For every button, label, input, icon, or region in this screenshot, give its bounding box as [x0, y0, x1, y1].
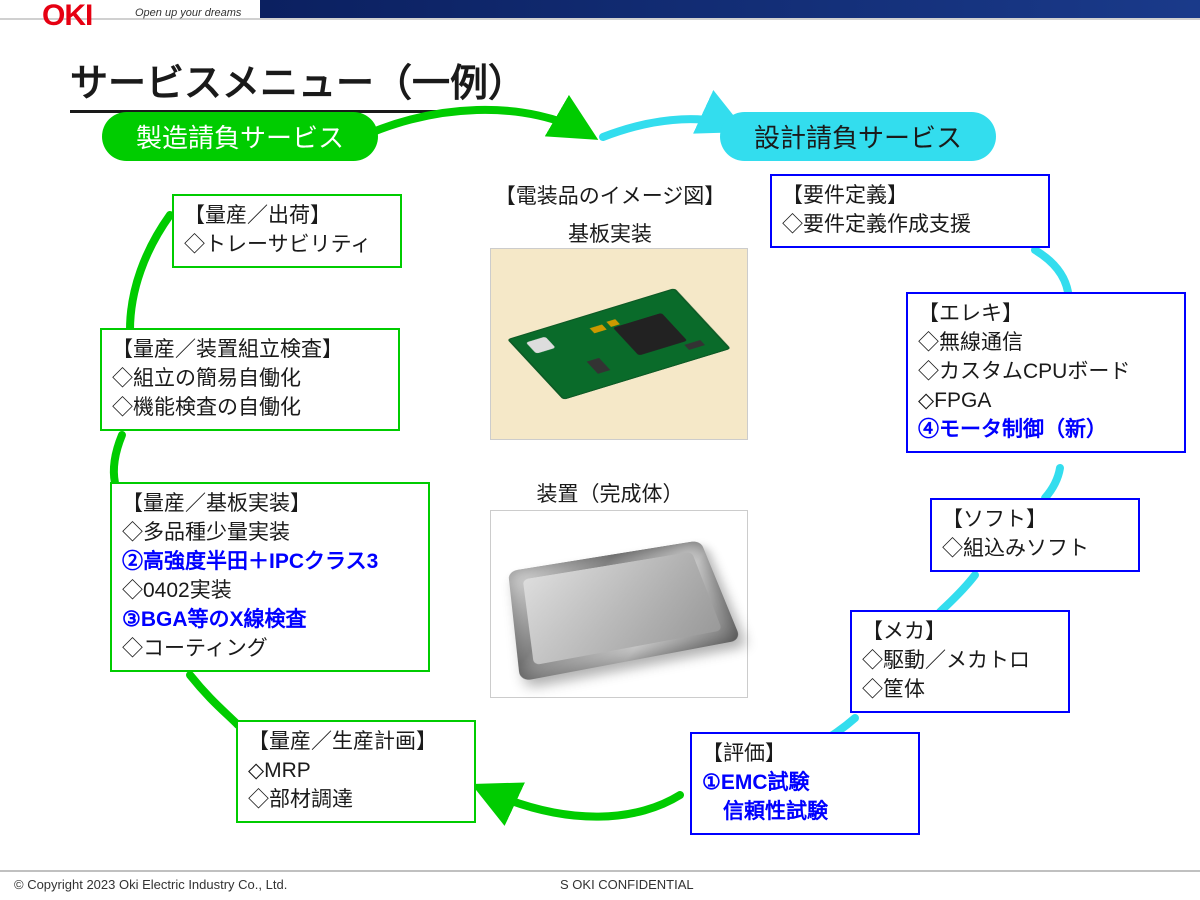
box-b_ship-line: 【量産／出荷】: [184, 202, 390, 231]
pill-design: 設計請負サービス: [720, 112, 996, 161]
box-b_ship-line: ◇トレーサビリティ: [184, 231, 390, 260]
pill-manufacturing: 製造請負サービス: [102, 112, 378, 161]
box-b_plan-line: 【量産／生産計画】: [248, 728, 464, 757]
box-b_assy-line: ◇組立の簡易自働化: [112, 365, 388, 394]
box-b_eval-line: 信頼性試験: [702, 798, 908, 827]
box-b_eval-line: ①EMC試験: [702, 769, 908, 798]
box-b_smt-line: ◇多品種少量実装: [122, 519, 418, 548]
box-b_assy: 【量産／装置組立検査】◇組立の簡易自働化◇機能検査の自働化: [100, 328, 400, 431]
box-b_assy-line: ◇機能検査の自働化: [112, 394, 388, 423]
brand-tagline: Open up your dreams: [135, 7, 241, 19]
footer-confidential: S OKI CONFIDENTIAL: [560, 877, 694, 892]
box-b_elec-line: ◇FPGA: [918, 387, 1174, 416]
box-b_req-line: ◇要件定義作成支援: [782, 211, 1038, 240]
box-b_elec-line: 【エレキ】: [918, 300, 1174, 329]
box-b_ship: 【量産／出荷】◇トレーサビリティ: [172, 194, 402, 268]
box-b_mech-line: 【メカ】: [862, 618, 1058, 647]
box-b_smt-line: ②高強度半田＋IPCクラス3: [122, 548, 418, 577]
box-b_mech-line: ◇駆動／メカトロ: [862, 647, 1058, 676]
footer-line: [0, 870, 1200, 872]
center-header: 【電装品のイメージ図】: [470, 180, 750, 210]
box-b_smt-line: 【量産／基板実装】: [122, 490, 418, 519]
box-b_smt: 【量産／基板実装】◇多品種少量実装②高強度半田＋IPCクラス3◇0402実装③B…: [110, 482, 430, 672]
box-b_eval-line: 【評価】: [702, 740, 908, 769]
page-title: サービスメニュー（一例）: [70, 52, 526, 113]
box-b_plan: 【量産／生産計画】◇MRP◇部材調達: [236, 720, 476, 823]
box-b_plan-line: ◇部材調達: [248, 786, 464, 815]
box-b_req: 【要件定義】◇要件定義作成支援: [770, 174, 1050, 248]
center-label-pcb: 基板実装: [470, 218, 750, 248]
box-b_smt-line: ◇コーティング: [122, 635, 418, 664]
box-b_elec-line: ④モータ制御（新）: [918, 416, 1174, 445]
box-b_smt-line: ③BGA等のX線検査: [122, 606, 418, 635]
box-b_plan-line: ◇MRP: [248, 757, 464, 786]
image-assembly: [490, 510, 748, 698]
box-b_soft-line: ◇組込みソフト: [942, 535, 1128, 564]
center-label-assembly: 装置（完成体）: [470, 478, 750, 508]
box-b_assy-line: 【量産／装置組立検査】: [112, 336, 388, 365]
box-b_elec-line: ◇カスタムCPUボード: [918, 358, 1174, 387]
box-b_soft-line: 【ソフト】: [942, 506, 1128, 535]
brand-logo: OKI: [42, 0, 92, 33]
footer-copyright: © Copyright 2023 Oki Electric Industry C…: [14, 877, 287, 892]
image-pcb: [490, 248, 748, 440]
box-b_smt-line: ◇0402実装: [122, 577, 418, 606]
box-b_mech-line: ◇筐体: [862, 676, 1058, 705]
box-b_eval: 【評価】①EMC試験 信頼性試験: [690, 732, 920, 835]
header: OKI Open up your dreams: [0, 0, 1200, 30]
box-b_elec-line: ◇無線通信: [918, 329, 1174, 358]
box-b_req-line: 【要件定義】: [782, 182, 1038, 211]
box-b_soft: 【ソフト】◇組込みソフト: [930, 498, 1140, 572]
box-b_mech: 【メカ】◇駆動／メカトロ◇筐体: [850, 610, 1070, 713]
box-b_elec: 【エレキ】◇無線通信◇カスタムCPUボード◇FPGA④モータ制御（新）: [906, 292, 1186, 453]
